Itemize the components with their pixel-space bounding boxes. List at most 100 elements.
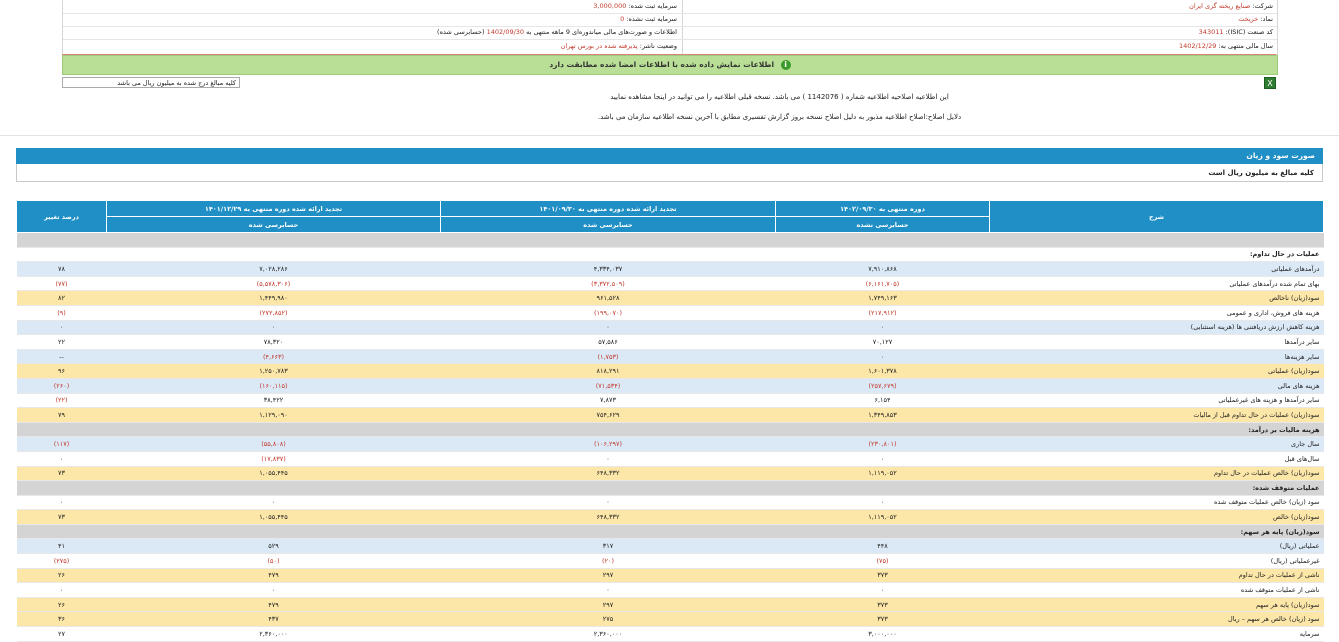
row-value-c4: ۰	[16, 320, 107, 336]
row-description: سایر درآمدها	[989, 334, 1324, 350]
row-value-c2	[440, 480, 776, 496]
row-value-c3: ۲,۳۶۰,۰۰۰	[106, 626, 441, 642]
info-icon: i	[780, 60, 791, 70]
amendment-note[interactable]: این اطلاعیه اصلاحیه اطلاعیه شماره ( 1142…	[610, 93, 949, 101]
table-row: هزینه کاهش ارزش دریافتنی ها (هزینه استثن…	[16, 320, 1324, 336]
row-value-c2: ۷,۸۷۳	[440, 393, 776, 409]
amendment-reason: دلایل اصلاح:اصلاح اطلاعیه مذبور به دلیل …	[597, 113, 962, 121]
row-value-c1: ۰	[775, 582, 990, 598]
row-value-c4: ۸۲	[16, 290, 107, 306]
registered-capital-row: سرمایه ثبت شده: 3,000,000	[593, 0, 677, 13]
row-description: سایر درآمدها و هزینه های غیرعملیاتی	[989, 393, 1324, 409]
row-value-c3: (۵,۵۷۸,۳۰۶)	[106, 276, 441, 292]
row-value-c2: ۰	[440, 495, 776, 511]
row-value-c4: ۲۷	[16, 626, 107, 642]
row-value-c3: ۴۳۷	[106, 611, 441, 628]
row-value-c3: (۵۰)	[106, 553, 441, 569]
row-value-c1: (۲۱۷,۹۱۲)	[775, 305, 990, 321]
row-value-c2: ۶۴۸,۳۳۲	[440, 509, 776, 525]
row-value-c2: ۵۷,۵۸۶	[440, 334, 776, 350]
table-row: عملیات متوقف شده:	[16, 480, 1324, 496]
row-description: سود (زیان) خالص هر سهم – ریال	[989, 611, 1324, 628]
row-value-c2: (۱,۷۵۳)	[440, 349, 776, 365]
row-value-c3	[106, 422, 441, 438]
row-value-c3	[106, 247, 441, 263]
row-value-c4: ۰	[16, 495, 107, 511]
row-value-c2: ۰	[440, 582, 776, 598]
row-value-c2: ۷۵۴,۶۲۹	[440, 407, 776, 423]
row-value-c2	[440, 524, 776, 540]
row-value-c3: (۴,۶۶۳)	[106, 349, 441, 365]
status-label: وضعیت ناشر:	[639, 42, 677, 50]
row-value-c2: (۱۰۶,۲۹۷)	[440, 436, 776, 452]
row-value-c1	[775, 422, 990, 438]
row-value-c3: ۴۷۹	[106, 597, 441, 613]
row-value-c4: ۷۳	[16, 509, 107, 525]
table-row: سود(زیان) خالص عملیات در حال تداوم ۱,۱۱۹,…	[16, 466, 1324, 482]
table-row: عملیات در حال تداوم:	[16, 247, 1324, 263]
statement-label: اطلاعات و صورت‌های مالی میاندوره‌ای 9 ما…	[526, 28, 677, 36]
row-value-c2: ۴,۳۳۴,۰۳۷	[440, 261, 776, 277]
company-row: شرکت: صنایع ریخته گری ایران	[1189, 0, 1273, 13]
row-description: سود(زیان) عملیاتی	[989, 363, 1324, 379]
company-info-panel: شرکت: صنایع ریخته گری ایران نماد: خریخت …	[62, 0, 1278, 55]
header-col4: درصد تغییر	[16, 200, 107, 233]
row-value-c2: ۲۹۷	[440, 568, 776, 584]
row-value-c3: ۱,۴۴۹,۹۸۰	[106, 290, 441, 306]
row-value-c1	[775, 247, 990, 263]
row-value-c3: ۱,۰۵۵,۴۴۵	[106, 466, 441, 482]
table-row: درآمدهای عملیاتی ۷,۹۱۰,۸۶۸ ۴,۳۳۴,۰۳۷ ۷,۰۲۸,…	[16, 261, 1324, 277]
row-value-c4	[16, 422, 107, 438]
table-row: عملیاتی (ریال) ۴۴۸ ۳۱۷ ۵۲۹ ۴۱	[16, 538, 1324, 555]
row-value-c4: ۲۶	[16, 568, 107, 584]
row-value-c4: (۲۷۵)	[16, 553, 107, 569]
row-value-c1: (۷۵)	[775, 553, 990, 569]
company-label: شرکت:	[1252, 2, 1273, 10]
row-value-c3	[106, 480, 441, 496]
row-value-c4: (۷۷)	[16, 276, 107, 292]
row-description: غیرعملیاتی (ریال)	[989, 553, 1324, 569]
table-row: هزینه های مالی (۲۵۷,۶۷۹) (۷۱,۵۳۴) (۱۶۰,۱۱۵)…	[16, 378, 1324, 394]
row-description: ناشی از عملیات متوقف شده	[989, 582, 1324, 598]
statement-row: اطلاعات و صورت‌های مالی میاندوره‌ای 9 ما…	[437, 26, 677, 39]
row-value-c4: ۲۶	[16, 597, 107, 613]
unregistered-capital-row: سرمایه ثبت نشده: 0	[620, 13, 677, 26]
row-value-c3: (۱۶۰,۱۱۵)	[106, 378, 441, 394]
excel-export-icon[interactable]: X	[1264, 77, 1276, 89]
row-value-c1	[775, 524, 990, 540]
isic-value: 343011	[1198, 28, 1224, 36]
header-red-line	[62, 54, 1276, 55]
table-row: ناشی از عملیات متوقف شده ۰ ۰ ۰ ۰	[16, 582, 1324, 598]
row-value-c4: (۱۱۷)	[16, 436, 107, 452]
row-description: هزینه مالیات بر درآمد:	[989, 422, 1324, 438]
row-description	[989, 232, 1324, 248]
row-value-c4: ۰	[16, 582, 107, 598]
row-value-c1: (۶,۱۶۱,۷۰۵)	[775, 276, 990, 292]
table-row: سایر درآمدها و هزینه های غیرعملیاتی ۶,۱۵۴…	[16, 393, 1324, 409]
isic-row: کد صنعت (ISIC): 343011	[1199, 26, 1273, 39]
row-value-c4	[16, 480, 107, 496]
table-row: سود(زیان) خالص ۱,۱۱۹,۰۵۲ ۶۴۸,۳۳۲ ۱,۰۵۵,۴۴۵ ۷…	[16, 509, 1324, 525]
table-row: سود(زیان) ناخالص ۱,۷۴۹,۱۶۳ ۹۶۱,۵۲۸ ۱,۴۴۹,۹۸…	[16, 290, 1324, 306]
row-value-c3: (۵۵,۸۰۸)	[106, 436, 441, 452]
row-value-c2: ۸۱۸,۲۹۱	[440, 363, 776, 379]
symbol-value[interactable]: خریخت	[1238, 15, 1259, 23]
row-description: سود(زیان) پایه هر سهم:	[989, 524, 1324, 540]
row-value-c2: (۷۱,۵۳۴)	[440, 378, 776, 394]
row-value-c3: ۴۷۹	[106, 568, 441, 584]
row-value-c1: ۳۷۳	[775, 568, 990, 584]
banner-text: اطلاعات نمایش داده شده با اطلاعات امضا ش…	[549, 60, 775, 69]
row-description: هزینه های مالی	[989, 378, 1324, 394]
row-description: سود(زیان) پایه هر سهم	[989, 597, 1324, 613]
row-value-c1: ۳,۰۰۰,۰۰۰	[775, 626, 990, 642]
row-value-c4: (۲۶۰)	[16, 378, 107, 394]
table-row: سود (زیان) خالص عملیات متوقف شده ۰ ۰ ۰ ۰	[16, 495, 1324, 511]
status-value: پذیرفته شده در بورس تهران	[560, 42, 638, 50]
unit-select[interactable]: کلیه مبالغ درج شده به میلیون ریال می باش…	[62, 77, 240, 88]
company-value[interactable]: صنایع ریخته گری ایران	[1189, 2, 1251, 10]
row-value-c4: (۲۲)	[16, 393, 107, 409]
row-value-c4: ۳۶	[16, 611, 107, 628]
row-description: سال‌های قبل	[989, 451, 1324, 467]
statement-suffix: (حسابرسی شده)	[437, 28, 485, 36]
row-value-c3: ۳۸,۴۲۲	[106, 393, 441, 409]
